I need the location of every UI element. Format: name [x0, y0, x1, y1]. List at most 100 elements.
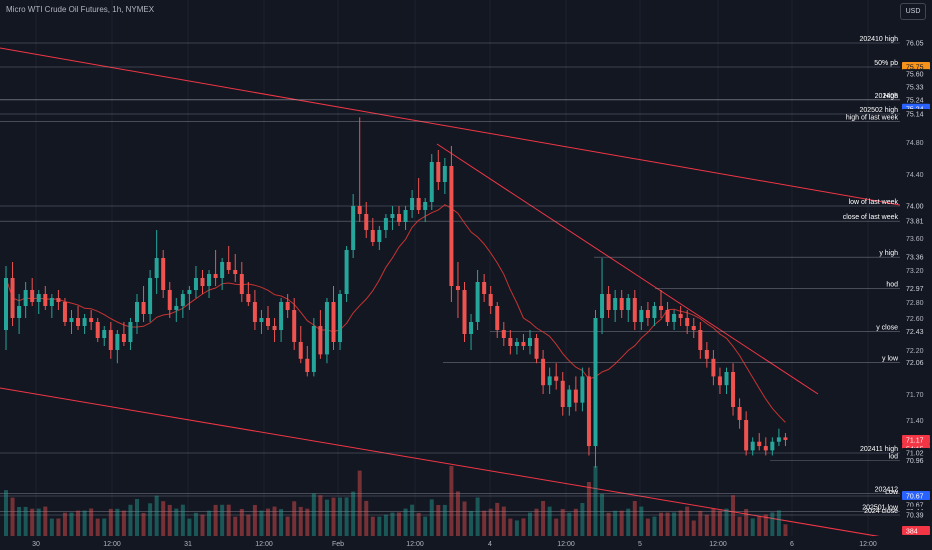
candle-98: [645, 302, 650, 326]
candle-body: [135, 302, 139, 322]
candle-body: [128, 322, 133, 342]
candle-body: [665, 310, 670, 322]
volume-bar-115: [757, 516, 762, 536]
candle-body: [698, 330, 703, 350]
candle-93: [613, 290, 618, 322]
price-tag-0: 76.05: [902, 38, 930, 48]
candle-body: [691, 326, 696, 330]
price-tag-bg: [902, 38, 930, 47]
candle-106: [698, 322, 703, 359]
candle-body: [331, 302, 336, 342]
candle-81: [534, 334, 539, 364]
candle-84: [554, 363, 559, 390]
currency-button[interactable]: USD: [900, 3, 926, 20]
y-tick-7: 72.20: [906, 348, 924, 355]
volume-bar-12: [82, 510, 87, 536]
volume-bar-90: [593, 466, 598, 536]
volume-bar-27: [180, 504, 185, 536]
candle-body: [560, 380, 565, 407]
price-tag-18: 70.67: [902, 491, 930, 501]
price-axis[interactable]: 74.80 74.40 74.00 73.60 73.20 72.80 72.60 72.20…: [900, 0, 932, 550]
volume-bar-55: [364, 500, 369, 536]
candle-109: [717, 367, 722, 394]
candle-body: [397, 214, 401, 222]
candle-25: [167, 282, 172, 318]
candle-body: [69, 318, 74, 322]
candles[interactable]: [4, 117, 788, 468]
price-tag-bg: [902, 357, 930, 367]
candle-90: [593, 310, 598, 468]
time-axis[interactable]: 30 12:00 31 12:00 Feb 12:00 4 12:00 5 12:00 6 12:00: [0, 536, 900, 550]
price-tag-label: 74.00: [906, 204, 924, 211]
candle-body: [338, 294, 343, 342]
x-tick-10: 6: [790, 541, 794, 548]
candle-20: [135, 294, 139, 334]
volume-bar-108: [711, 508, 716, 536]
candle-101: [665, 302, 670, 326]
trendline-upper: [0, 47, 901, 206]
candle-103: [678, 306, 683, 326]
candle-56: [370, 218, 375, 246]
level-label-1: 50% pb: [874, 60, 898, 67]
x-tick-2: 31: [184, 541, 192, 548]
price-tag-bg: [902, 252, 930, 262]
candle-body: [82, 318, 87, 326]
volume-bar-106: [698, 510, 703, 536]
candle-body: [462, 290, 467, 334]
price-tag-bg: [902, 62, 930, 71]
candle-body: [613, 298, 618, 310]
candle-24: [161, 250, 166, 298]
candle-body: [711, 358, 716, 377]
candle-74: [488, 286, 493, 314]
candle-108: [711, 350, 716, 386]
volume-bar-5: [36, 508, 41, 536]
candle-body: [449, 166, 454, 286]
candle-body: [30, 290, 35, 302]
candle-body: [580, 376, 585, 403]
volume-bar-102: [672, 512, 677, 536]
volume-bar-83: [547, 506, 552, 536]
candle-36: [239, 262, 244, 302]
candle-6: [43, 286, 48, 310]
candle-27: [180, 290, 185, 318]
candle-body: [161, 258, 166, 290]
volume-bar-10: [69, 512, 74, 536]
volume-bar-103: [678, 510, 683, 536]
candle-9: [62, 298, 67, 326]
volume-bar-33: [220, 504, 225, 536]
volume-bar-17: [115, 508, 120, 536]
candle-43: [285, 294, 290, 318]
candle-body: [252, 302, 257, 322]
candle-54: [357, 117, 362, 222]
volume-bar-11: [76, 510, 81, 536]
candle-96: [632, 290, 637, 330]
volume-bar-23: [154, 495, 159, 536]
level-label-9: hod: [886, 281, 898, 288]
x-tick-7: 12:00: [557, 541, 575, 548]
volume-bar-79: [521, 518, 526, 536]
volume-bar-28: [187, 518, 192, 536]
candle-body: [645, 310, 650, 318]
candle-47: [311, 318, 316, 377]
price-tag-1: 75.75: [902, 62, 930, 72]
level-label-11: y low: [882, 355, 899, 362]
level-label-2: 202408: [875, 93, 898, 100]
candle-body: [370, 230, 375, 242]
volume-bar-63: [416, 512, 421, 536]
level-lines: [0, 42, 900, 516]
candle-body: [383, 218, 388, 230]
volume-bar-75: [495, 502, 500, 536]
candle-52: [344, 246, 349, 302]
level-label-4: 202502 high: [859, 107, 898, 114]
candle-17: [115, 330, 120, 364]
candle-body: [619, 298, 624, 310]
volume-bar-61: [403, 508, 408, 536]
volume-bar-57: [377, 516, 382, 536]
volume-bar-6: [43, 506, 48, 536]
price-tag-13: 71.17: [902, 434, 930, 444]
candle-73: [482, 274, 487, 302]
candle-62: [410, 190, 415, 218]
candle-95: [626, 294, 631, 322]
volume-bar-60: [397, 512, 401, 536]
